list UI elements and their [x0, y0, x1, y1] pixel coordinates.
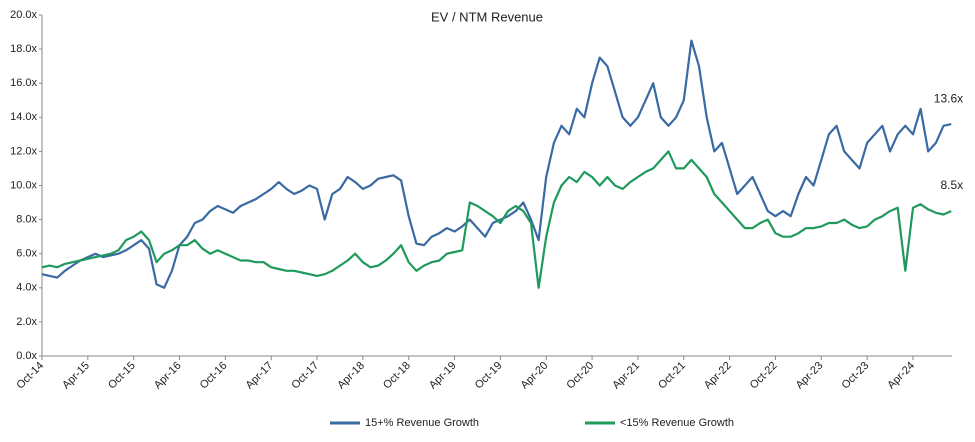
y-tick-label: 18.0x [10, 43, 37, 55]
x-tick-label: Apr-22 [702, 360, 734, 392]
x-tick-label: Apr-21 [610, 360, 642, 392]
x-tick-label: Oct-18 [381, 360, 413, 392]
legend-label: <15% Revenue Growth [620, 417, 734, 429]
x-tick-label: Apr-19 [427, 360, 459, 392]
x-tick-label: Oct-19 [473, 360, 505, 392]
x-tick-label: Apr-17 [244, 360, 276, 392]
y-tick-label: 0.0x [16, 350, 37, 362]
series-line [41, 39, 952, 289]
y-tick-label: 8.0x [16, 214, 37, 226]
x-tick-label: Apr-15 [60, 360, 92, 392]
y-tick-label: 20.0x [10, 9, 37, 21]
x-tick-label: Oct-15 [106, 360, 138, 392]
y-tick-label: 6.0x [16, 248, 37, 260]
x-tick-label: Oct-23 [839, 360, 871, 392]
y-tick-label: 10.0x [10, 179, 37, 191]
value-label: 13.6x [934, 91, 963, 105]
x-tick-label: Oct-14 [14, 360, 46, 392]
x-tick-label: Oct-20 [564, 360, 596, 392]
series-line [41, 150, 952, 289]
y-tick-label: 2.0x [16, 316, 37, 328]
chart-title: EV / NTM Revenue [431, 9, 543, 24]
legend-label: 15+% Revenue Growth [365, 417, 479, 429]
y-tick-label: 4.0x [16, 282, 37, 294]
x-tick-label: Oct-17 [289, 360, 321, 392]
y-tick-label: 12.0x [10, 145, 37, 157]
x-tick-label: Apr-16 [152, 360, 184, 392]
x-tick-label: Apr-20 [519, 360, 551, 392]
x-tick-label: Apr-24 [885, 360, 917, 392]
value-label: 8.5x [940, 178, 963, 192]
y-tick-label: 14.0x [10, 111, 37, 123]
x-tick-label: Oct-16 [198, 360, 230, 392]
x-tick-label: Apr-18 [335, 360, 367, 392]
y-tick-label: 16.0x [10, 77, 37, 89]
x-tick-label: Oct-22 [748, 360, 780, 392]
x-tick-label: Oct-21 [656, 360, 688, 392]
x-tick-label: Apr-23 [794, 360, 826, 392]
